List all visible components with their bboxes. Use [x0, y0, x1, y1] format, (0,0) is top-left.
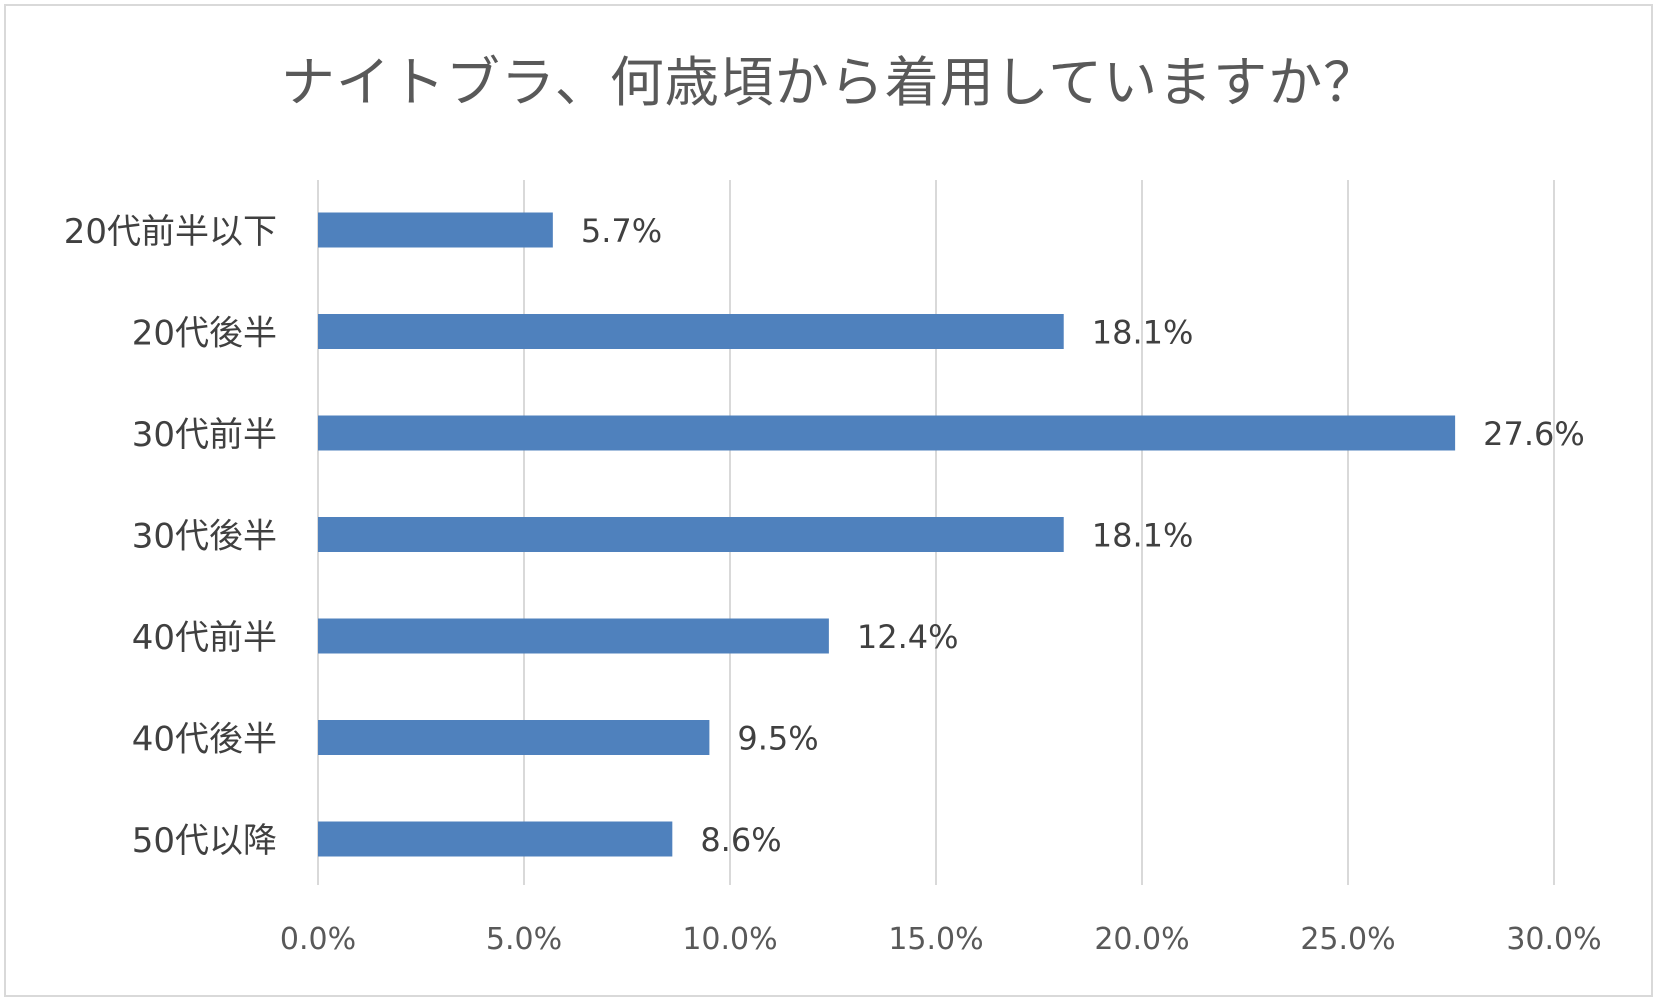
category-label: 30代前半 [132, 415, 277, 455]
data-label: 12.4% [857, 618, 959, 656]
category-label: 20代後半 [132, 314, 277, 354]
chart-frame [4, 4, 1653, 997]
bar [318, 618, 829, 654]
category-label: 20代前半以下 [64, 212, 277, 252]
x-tick-label: 15.0% [888, 922, 983, 957]
x-tick-label: 5.0% [486, 922, 562, 957]
data-label: 9.5% [737, 720, 818, 758]
bar [318, 415, 1456, 451]
data-label: 8.6% [700, 821, 781, 859]
data-label: 18.1% [1092, 314, 1194, 352]
category-label: 50代以降 [132, 821, 277, 861]
bar [318, 720, 710, 755]
category-label: 40代前半 [132, 618, 277, 658]
x-tick-label: 10.0% [682, 922, 777, 957]
bar [318, 212, 553, 248]
category-label: 40代後半 [132, 720, 277, 760]
data-label: 18.1% [1092, 517, 1194, 555]
x-tick-label: 0.0% [280, 922, 356, 957]
bar [318, 314, 1064, 349]
x-tick-label: 20.0% [1094, 922, 1189, 957]
bar [318, 517, 1064, 552]
data-label: 5.7% [581, 212, 662, 250]
bar [318, 821, 673, 857]
data-label: 27.6% [1483, 415, 1585, 453]
x-tick-label: 30.0% [1506, 922, 1601, 957]
chart-title: ナイトブラ、何歳頃から着用していますか？ [280, 51, 1379, 114]
category-label: 30代後半 [132, 517, 277, 557]
x-tick-label: 25.0% [1300, 922, 1395, 957]
